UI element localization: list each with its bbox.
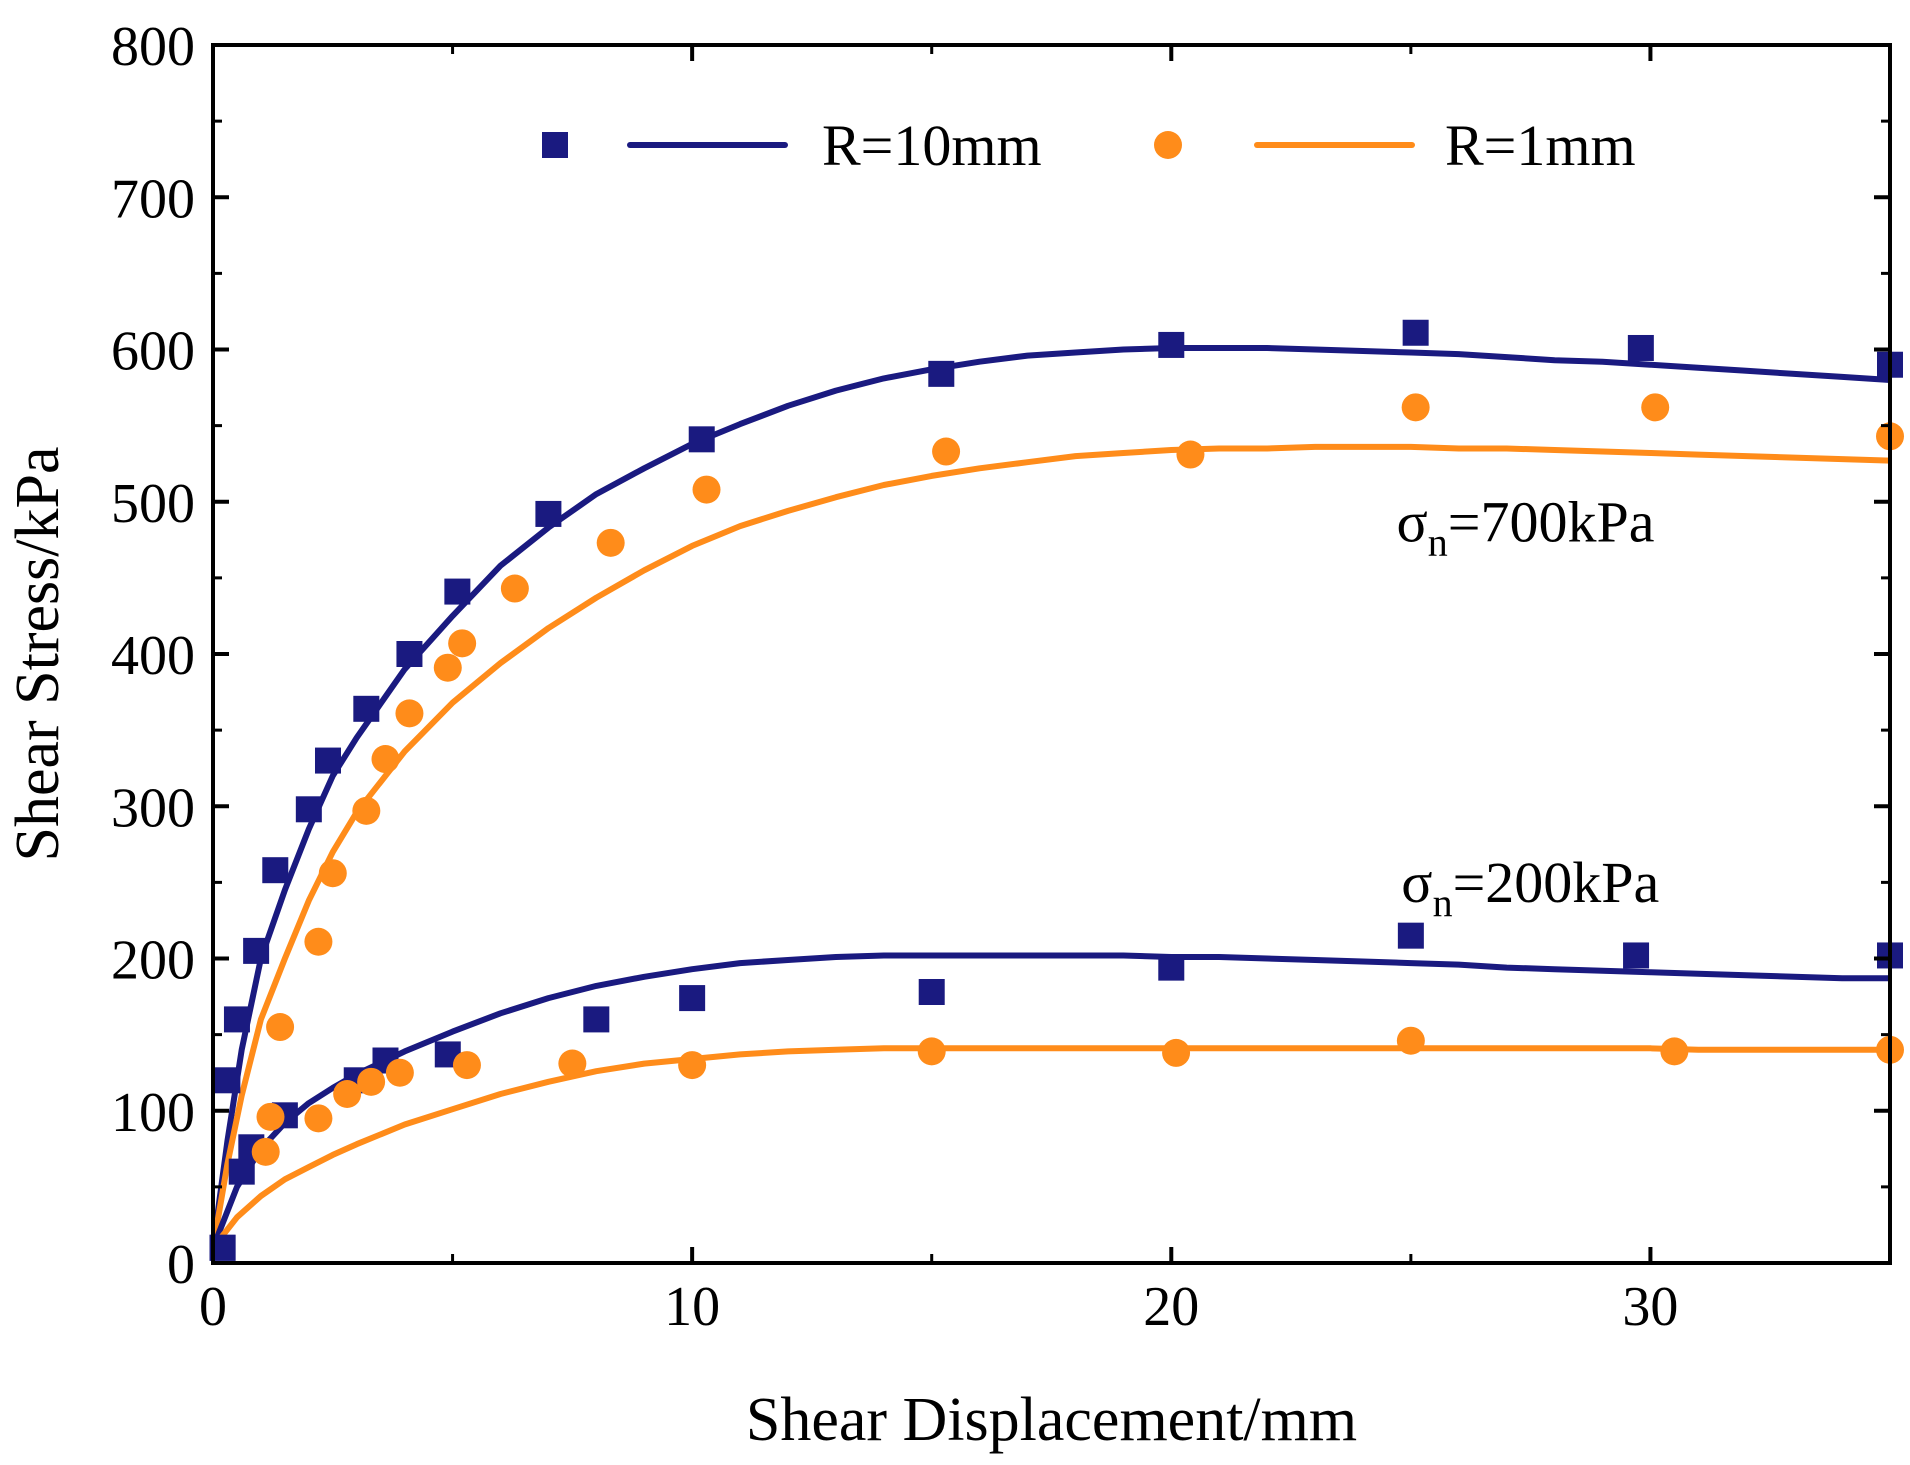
data-point	[228, 1158, 255, 1185]
data-point	[1401, 393, 1430, 422]
legend: R=10mm R=1mm	[542, 113, 1636, 178]
data-point	[596, 528, 625, 557]
data-point	[304, 927, 333, 956]
data-point	[243, 937, 270, 964]
data-point	[357, 1067, 386, 1096]
legend-marker-shape	[1154, 131, 1182, 159]
legend-marker-r1mm	[1154, 131, 1182, 159]
data-point	[583, 1006, 610, 1033]
data-point	[385, 1058, 414, 1087]
data-point	[295, 796, 322, 823]
annotation-value: =200kPa	[1453, 850, 1660, 915]
data-point	[1396, 1026, 1425, 1055]
data-point	[318, 859, 347, 888]
annotation-normal-stress-200: σn=200kPa	[1401, 850, 1659, 925]
data-point	[256, 1102, 285, 1131]
fit-line-3	[210, 1045, 1890, 1250]
annotation-normal-stress-700: σn=700kPa	[1397, 489, 1655, 564]
x-tick-label: 10	[664, 1276, 720, 1338]
fit-line-2	[210, 952, 1890, 1249]
data-point	[688, 426, 715, 453]
data-point	[1641, 393, 1670, 422]
data-point	[535, 500, 562, 527]
x-axis-title: Shear Displacement/mm	[746, 1386, 1357, 1454]
annotation-subscript: n	[1428, 519, 1448, 564]
y-tick-label: 0	[167, 1234, 195, 1296]
data-point	[558, 1049, 587, 1078]
data-point	[500, 574, 529, 603]
data-point	[448, 629, 477, 658]
fit-line-1	[210, 443, 1891, 1249]
data-point	[396, 641, 423, 667]
annotation-sigma: σ	[1401, 850, 1432, 915]
y-tick-label: 500	[111, 473, 195, 535]
data-point	[678, 1051, 707, 1080]
annotation-subscript: n	[1433, 880, 1453, 925]
data-point	[371, 745, 400, 774]
data-point	[1402, 319, 1429, 346]
ticks-layer	[211, 43, 1890, 1265]
data-point	[353, 695, 380, 722]
fit-lines-layer	[210, 345, 1891, 1250]
y-tick-label: 100	[111, 1082, 195, 1144]
data-point	[1397, 922, 1424, 949]
y-tick-label: 300	[111, 777, 195, 839]
data-point	[251, 1137, 280, 1166]
data-point	[679, 985, 706, 1012]
annotation-sigma: σ	[1397, 489, 1428, 554]
data-point	[395, 699, 424, 728]
x-tick-label: 0	[199, 1276, 227, 1338]
x-tick-label: 30	[1622, 1276, 1678, 1338]
y-tick-label: 200	[111, 930, 195, 992]
legend-label-r10mm: R=10mm	[822, 113, 1042, 178]
data-point	[352, 796, 381, 825]
data-point	[444, 578, 471, 605]
data-point	[262, 857, 289, 884]
data-point	[304, 1104, 333, 1133]
y-tick-label: 800	[111, 16, 195, 78]
y-axis-title: Shear Stress/kPa	[4, 446, 72, 861]
data-point	[692, 475, 721, 504]
data-point	[333, 1080, 362, 1109]
annotation-value: =700kPa	[1448, 489, 1655, 554]
y-tick-label: 600	[111, 321, 195, 383]
legend-label-r1mm: R=1mm	[1445, 113, 1636, 178]
data-point	[1660, 1037, 1689, 1066]
data-point	[932, 437, 961, 466]
data-point	[1158, 954, 1185, 981]
data-point	[1162, 1038, 1191, 1067]
data-point	[1623, 942, 1650, 969]
fit-line-0	[210, 345, 1891, 1249]
data-point	[314, 747, 341, 774]
data-point	[918, 978, 945, 1005]
data-point	[266, 1013, 295, 1042]
x-tick-label: 20	[1143, 1276, 1199, 1338]
legend-marker-shape	[542, 132, 568, 158]
y-tick-label: 400	[111, 625, 195, 687]
data-point	[928, 360, 955, 387]
legend-marker-r10mm	[542, 132, 568, 158]
data-point	[452, 1051, 481, 1080]
y-tick-label: 700	[111, 168, 195, 230]
data-point	[214, 1067, 241, 1094]
data-point	[1176, 440, 1205, 469]
data-point	[223, 1006, 250, 1033]
data-point	[1158, 331, 1185, 358]
data-point	[917, 1037, 946, 1066]
data-point	[1627, 334, 1654, 361]
data-point	[433, 653, 462, 682]
